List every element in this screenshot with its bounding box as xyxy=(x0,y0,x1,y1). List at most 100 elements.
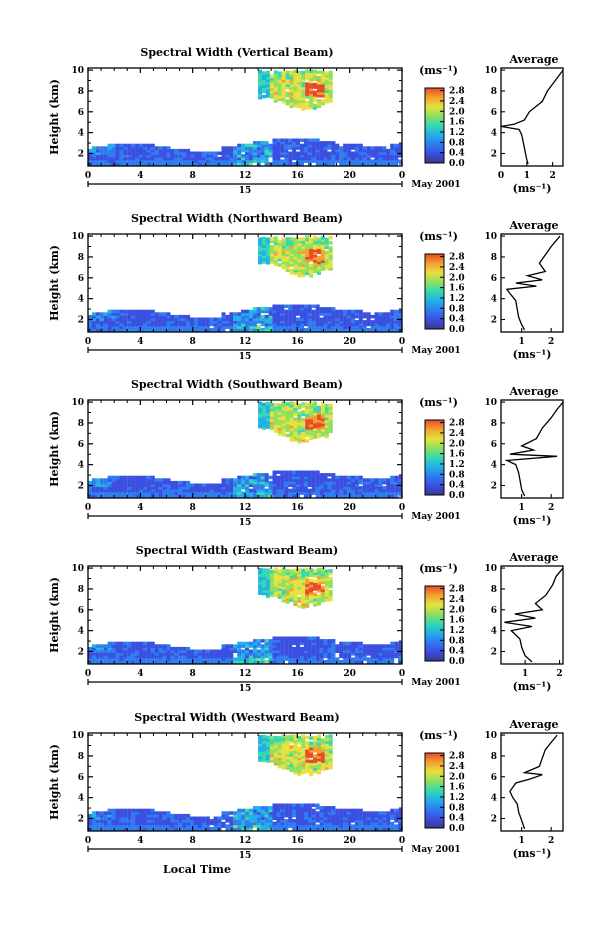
heatmap-cell xyxy=(178,646,183,651)
heatmap-cell xyxy=(281,409,286,413)
heatmap-cell xyxy=(269,255,274,259)
heatmap-cell xyxy=(190,154,194,158)
heatmap-cell xyxy=(119,314,124,319)
heatmap-cell xyxy=(146,328,151,332)
heatmap-cell xyxy=(362,657,367,661)
heatmap-cell xyxy=(260,813,265,818)
heatmap-cell xyxy=(280,325,285,329)
heatmap-cell xyxy=(139,819,143,823)
heatmap-cell xyxy=(303,494,308,498)
heatmap-cell xyxy=(265,255,270,260)
heatmap-cell xyxy=(258,419,263,424)
heatmap-cell xyxy=(305,243,310,247)
x-tick-label: 16 xyxy=(291,836,304,846)
heatmap-cell xyxy=(297,86,302,90)
heatmap-cell xyxy=(339,486,344,490)
heatmap-cell xyxy=(201,654,206,659)
heatmap-cell xyxy=(324,582,329,587)
heatmap-cell xyxy=(297,767,302,771)
average-y-tick-label: 10 xyxy=(484,731,497,741)
heatmap-cell xyxy=(297,414,302,418)
heatmap-cell xyxy=(307,488,312,493)
heatmap-cell xyxy=(339,478,344,482)
colorbar-tick-label: 1.2 xyxy=(449,128,465,138)
heatmap-cell xyxy=(119,660,124,664)
heatmap-cell xyxy=(317,237,321,241)
heatmap-cell xyxy=(194,821,198,826)
heatmap-cell xyxy=(296,470,300,474)
heatmap-cell xyxy=(320,264,325,269)
heatmap-cell xyxy=(280,317,285,321)
heatmap-cell xyxy=(378,325,383,329)
heatmap-cell xyxy=(142,143,147,148)
heatmap-cell xyxy=(309,410,314,414)
heatmap-cell xyxy=(328,264,333,269)
heatmap-cell xyxy=(374,314,379,319)
heatmap-cell xyxy=(99,657,104,661)
heatmap-cell xyxy=(317,260,321,265)
heatmap-cell xyxy=(269,252,274,257)
heatmap-cell xyxy=(366,159,371,163)
heatmap-cell xyxy=(284,162,289,166)
heatmap-cell xyxy=(221,813,226,818)
heatmap-cell xyxy=(289,88,294,93)
heatmap-cell xyxy=(248,322,253,327)
heatmap-cell xyxy=(317,750,321,754)
heatmap-cell xyxy=(394,317,399,321)
heatmap-cell xyxy=(99,652,104,656)
heatmap-cell xyxy=(324,253,329,257)
heatmap-cell xyxy=(307,819,312,823)
heatmap-cell xyxy=(324,735,329,739)
heatmap-cell xyxy=(205,652,210,656)
heatmap-cell xyxy=(362,813,367,818)
heatmap-cell xyxy=(300,314,304,319)
heatmap-cell xyxy=(158,148,163,153)
heatmap-cell xyxy=(273,249,278,253)
heatmap-cell xyxy=(300,657,304,661)
heatmap-cell xyxy=(174,480,179,485)
heatmap-cell xyxy=(197,649,202,653)
heatmap-cell xyxy=(115,808,120,813)
colorbar-tick-label: 2.0 xyxy=(449,439,465,449)
heatmap-cell xyxy=(277,424,282,428)
heatmap-cell xyxy=(293,584,298,588)
average-title: Average xyxy=(508,385,558,398)
heatmap-cell xyxy=(315,483,320,487)
heatmap-cell xyxy=(146,491,151,495)
heatmap-cell xyxy=(150,322,155,327)
heatmap-cell xyxy=(317,413,321,418)
heatmap-cell xyxy=(309,258,314,262)
heatmap-cell xyxy=(186,483,191,487)
heatmap-cell xyxy=(311,803,316,807)
heatmap-cell xyxy=(309,584,314,588)
heatmap-cell xyxy=(131,816,136,820)
heatmap-cell xyxy=(289,268,294,272)
heatmap-cell xyxy=(269,735,274,740)
heatmap-cell xyxy=(91,491,96,495)
heatmap-cell xyxy=(378,478,383,482)
heatmap-cell xyxy=(343,494,348,498)
heatmap-cell xyxy=(328,75,333,80)
heatmap-cell xyxy=(265,743,270,747)
heatmap-cell xyxy=(351,314,355,319)
heatmap-cell xyxy=(197,154,202,158)
heatmap-cell xyxy=(358,827,363,831)
heatmap-cell xyxy=(301,70,306,75)
heatmap-cell xyxy=(272,646,277,651)
heatmap-cell xyxy=(150,811,155,815)
heatmap-cell xyxy=(174,328,179,332)
heatmap-cell xyxy=(201,317,206,321)
heatmap-cell xyxy=(284,138,289,142)
heatmap-cell xyxy=(309,415,314,420)
heatmap-cell xyxy=(166,322,171,327)
heatmap-cell xyxy=(324,766,329,770)
heatmap-cell xyxy=(327,660,332,664)
heatmap-cell xyxy=(154,486,159,490)
date-label: May 2001 xyxy=(411,180,460,190)
heatmap-cell xyxy=(280,304,285,308)
heatmap-cell xyxy=(225,813,230,818)
heatmap-cell xyxy=(398,146,403,150)
heatmap-cell xyxy=(354,808,359,813)
heatmap-cell xyxy=(103,151,108,155)
